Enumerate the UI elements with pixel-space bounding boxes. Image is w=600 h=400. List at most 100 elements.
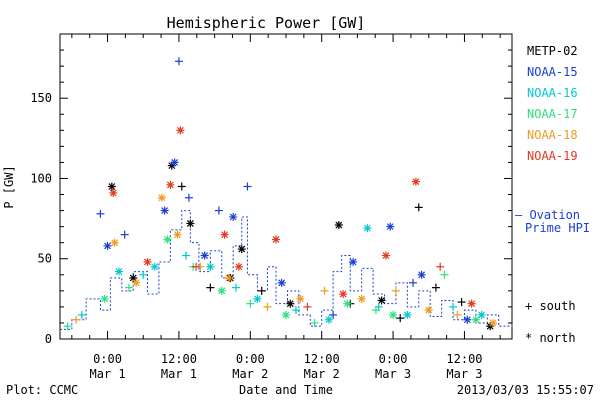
noaa-15-south-point	[409, 278, 418, 287]
y-axis: 0 50 100 150	[30, 33, 512, 346]
metp-02-south-point	[457, 298, 466, 307]
noaa-19-south-point	[436, 262, 445, 271]
noaa-19-south-point	[303, 302, 312, 311]
data-points	[63, 57, 498, 331]
noaa-19-north-point	[234, 262, 243, 271]
noaa-15-north-point	[170, 158, 179, 167]
y-tick-label: 50	[38, 252, 52, 266]
y-axis-label: P [GW]	[2, 165, 16, 208]
y-tick-label: 100	[30, 171, 52, 185]
y-tick-label: 150	[30, 91, 52, 105]
noaa-18-north-point	[157, 193, 166, 202]
metp-02-north-point	[334, 221, 343, 230]
metp-02-north-point	[107, 182, 116, 191]
noaa-17-south-point	[310, 318, 319, 327]
noaa-15-south-point	[243, 182, 252, 191]
noaa-16-north-point	[114, 267, 123, 276]
noaa-16-north-point	[477, 310, 486, 319]
ovation-legend-line1: — Ovation	[515, 208, 580, 222]
noaa-15-north-point	[349, 257, 358, 266]
noaa-15-south-point	[214, 206, 223, 215]
noaa-15-north-point	[200, 251, 209, 260]
noaa-19-north-point	[339, 290, 348, 299]
noaa-17-north-point	[471, 315, 480, 324]
noaa-15-north-point	[103, 241, 112, 250]
noaa-17-north-point	[217, 286, 226, 295]
noaa-18-south-point	[453, 310, 462, 319]
noaa-17-south-point	[63, 322, 72, 331]
metp-02-south-point	[431, 283, 440, 292]
noaa-17-north-point	[163, 235, 172, 244]
noaa-18-south-point	[320, 286, 329, 295]
noaa-15-north-point	[229, 213, 238, 221]
noaa-16-north-point	[253, 294, 262, 303]
plot-credit: Plot: CCMC	[6, 383, 78, 397]
noaa-19-north-point	[166, 180, 175, 189]
noaa-17-north-point	[389, 310, 398, 319]
noaa-18-north-point	[173, 230, 182, 239]
noaa-16-north-point	[206, 262, 215, 271]
noaa-17-north-point	[343, 299, 352, 308]
x-tick-label-date: Mar 3	[375, 367, 411, 381]
metp-02-south-point	[177, 182, 186, 191]
legend-noaa-17: NOAA-17	[527, 107, 578, 121]
noaa-17-south-point	[371, 306, 380, 315]
metp-02-north-point	[377, 296, 386, 305]
ovation-legend: — Ovation Prime HPI	[515, 208, 590, 235]
ovation-legend-line2: Prime HPI	[525, 221, 590, 235]
noaa-15-south-point	[96, 209, 105, 218]
metp-02-south-point	[414, 203, 423, 212]
noaa-15-north-point	[463, 315, 472, 324]
metp-02-south-point	[257, 286, 266, 295]
legend-noaa-18: NOAA-18	[527, 128, 578, 142]
x-tick-label-date: Mar 2	[232, 367, 268, 381]
legend-noaa-19: NOAA-19	[527, 149, 578, 163]
metp-02-south-point	[396, 314, 405, 323]
noaa-19-north-point	[176, 126, 185, 135]
x-tick-label-date: Mar 1	[89, 367, 125, 381]
noaa-16-south-point	[232, 283, 241, 292]
legend-noaa-15: NOAA-15	[527, 65, 578, 79]
noaa-19-north-point	[381, 251, 390, 260]
plot-frame	[59, 33, 513, 340]
noaa-18-south-point	[72, 315, 81, 324]
noaa-17-south-point	[440, 270, 449, 279]
noaa-15-north-point	[417, 270, 426, 279]
noaa-15-south-point	[184, 193, 193, 202]
noaa-18-north-point	[296, 294, 305, 303]
noaa-18-north-point	[424, 306, 433, 315]
noaa-16-south-point	[449, 302, 458, 311]
noaa-18-north-point	[110, 238, 119, 247]
noaa-15-south-point	[120, 230, 129, 239]
noaa-18-north-point	[489, 318, 498, 327]
x-tick-label-time: 12:00	[161, 352, 197, 366]
noaa-17-north-point	[282, 310, 290, 319]
noaa-19-north-point	[272, 235, 281, 244]
legend-noaa-16: NOAA-16	[527, 86, 578, 100]
noaa-18-south-point	[263, 302, 272, 311]
x-tick-label-time: 0:00	[93, 352, 122, 366]
noaa-16-north-point	[403, 310, 412, 319]
metp-02-north-point	[286, 299, 295, 308]
x-axis-label: Date and Time	[239, 383, 333, 397]
x-tick-label-time: 12:00	[446, 352, 482, 366]
plot-timestamp: 2013/03/03 15:55:07	[457, 383, 594, 397]
legend-metp-02: METP-02	[527, 44, 578, 58]
chart-title: Hemispheric Power [GW]	[167, 14, 366, 32]
metp-02-north-point	[186, 219, 195, 228]
noaa-16-north-point	[363, 224, 372, 233]
marker-legend-south: + south	[525, 299, 576, 313]
noaa-15-north-point	[386, 222, 395, 231]
noaa-18-north-point	[132, 278, 141, 287]
noaa-15-south-point	[329, 310, 338, 319]
marker-legend-north: * north	[525, 331, 576, 345]
noaa-17-south-point	[124, 283, 133, 292]
noaa-15-north-point	[277, 278, 286, 287]
y-tick-label: 0	[45, 332, 52, 346]
noaa-19-south-point	[192, 262, 201, 271]
noaa-15-south-point	[174, 57, 183, 66]
x-tick-label-time: 0:00	[236, 352, 265, 366]
x-tick-label-date: Mar 3	[446, 367, 482, 381]
